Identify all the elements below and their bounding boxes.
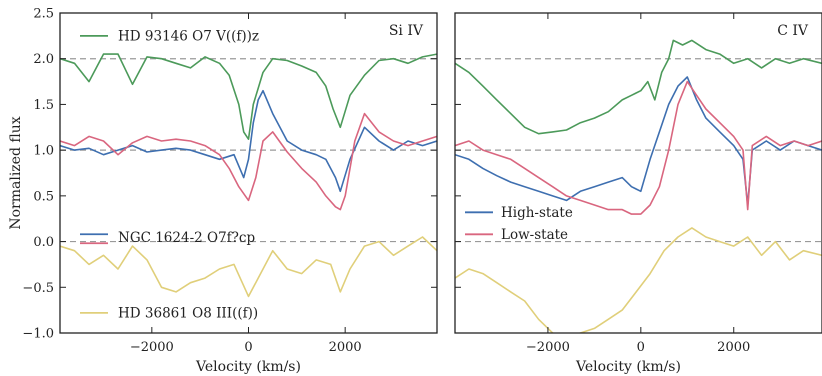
y-tick-label: −0.5 [22,281,54,296]
series-line-1-4 [60,236,437,298]
x-tick-label: 2000 [329,340,362,355]
legend-label: Low-state [501,227,568,243]
y-tick-label: 1.5 [33,98,54,113]
series-line-2-4 [455,227,822,333]
x-tick-label: −2000 [526,340,570,355]
series-line-1-1 [60,53,437,140]
y-tick-label: 0.5 [33,189,54,204]
x-axis-label: Velocity (km/s) [575,359,681,375]
series-line-2-1 [455,39,822,135]
plot-frame [454,12,822,334]
legend-label: High-state [501,205,573,221]
x-tick-label: 0 [244,340,252,355]
panel-title: C IV [777,23,809,39]
y-tick-label: 2.0 [33,52,54,67]
series-line-2-3 [455,80,822,215]
y-axis-label: Normalized flux [8,116,24,229]
y-tick-label: 0.0 [33,235,54,250]
x-tick-label: 2000 [717,340,750,355]
y-tick-label: 2.5 [33,7,54,22]
x-tick-label: 0 [637,340,645,355]
y-tick-label: 1.0 [33,144,54,159]
legend-label: HD 36861 O8 III((f)) [118,305,258,321]
legend-label: NGC 1624-2 O7f?cp [118,230,255,246]
y-tick-label: −1.0 [22,327,54,342]
panel-2: −2000 0 2000 C IV Velocity (km/s) High-state L… [454,12,822,375]
legend-label: HD 93146 O7 V((f))z [118,28,259,44]
x-axis-label: Velocity (km/s) [195,359,301,375]
series-line-1-3 [60,112,437,211]
series-line-1-2 [60,89,437,193]
x-tick-label: −2000 [130,340,174,355]
panel-title: Si IV [389,23,424,39]
series-line-2-2 [455,76,822,206]
panel-1: −2000 0 2000 −1.0 −0.5 0.0 0.5 1.0 1.5 2.0 2.5 Si I… [8,7,438,375]
